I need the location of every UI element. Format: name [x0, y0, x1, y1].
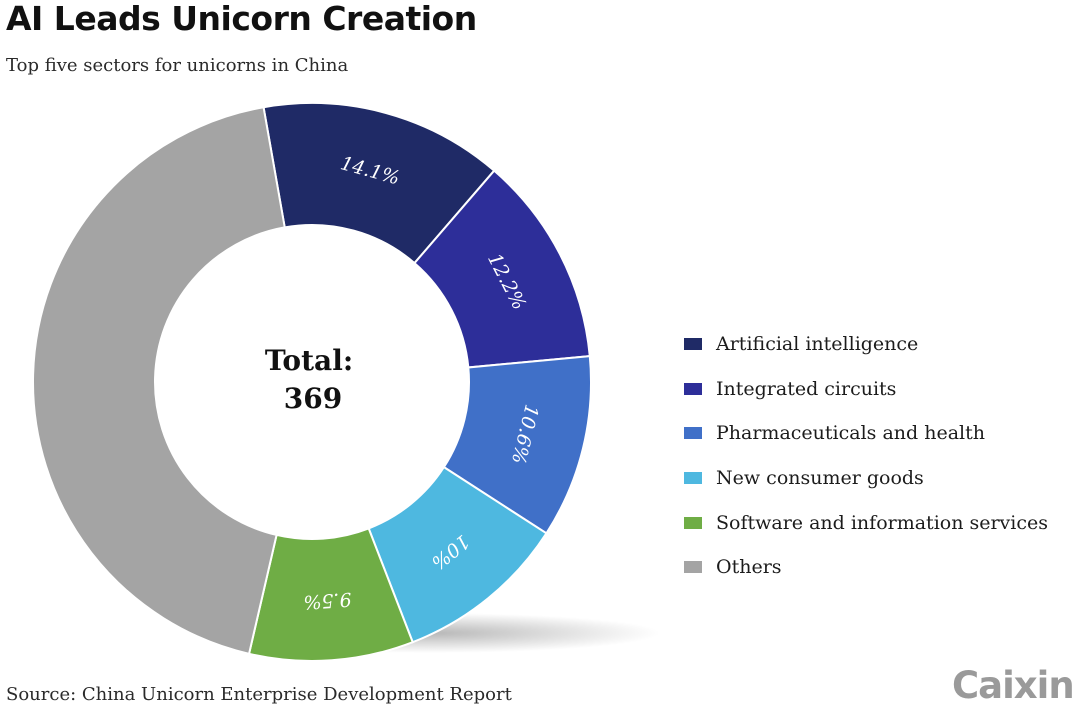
legend-item-0: Artificial intelligence — [684, 322, 1079, 367]
legend-label: Artificial intelligence — [716, 333, 919, 356]
source-note: Source: China Unicorn Enterprise Develop… — [6, 684, 512, 705]
legend-label: Software and information services — [716, 511, 1049, 534]
legend-item-5: Others — [684, 545, 1079, 590]
chart-legend: Artificial intelligence Integrated circui… — [684, 322, 1079, 590]
legend-label: New consumer goods — [716, 467, 924, 490]
legend-label: Integrated circuits — [716, 377, 897, 400]
caixin-logo: Caixin — [952, 664, 1075, 707]
chart-title: AI Leads Unicorn Creation — [6, 0, 477, 38]
chart-subtitle: Top five sectors for unicorns in China — [6, 55, 349, 76]
legend-item-2: Pharmaceuticals and health — [684, 411, 1079, 456]
donut-slices — [32, 102, 592, 662]
center-total-value: 369 — [284, 382, 342, 415]
legend-item-4: Software and information services — [684, 500, 1079, 545]
legend-label: Others — [716, 556, 782, 579]
legend-label: Pharmaceuticals and health — [716, 422, 985, 445]
slice-label-4: 9.5% — [303, 588, 353, 613]
legend-item-1: Integrated circuits — [684, 367, 1079, 412]
legend-item-3: New consumer goods — [684, 456, 1079, 501]
legend-swatch — [684, 338, 702, 351]
legend-swatch — [684, 516, 702, 529]
legend-swatch — [684, 472, 702, 485]
legend-swatch — [684, 382, 702, 395]
legend-swatch — [684, 561, 702, 574]
donut-slice-5 — [32, 106, 286, 656]
legend-swatch — [684, 427, 702, 440]
center-total-label: Total: — [265, 344, 353, 377]
